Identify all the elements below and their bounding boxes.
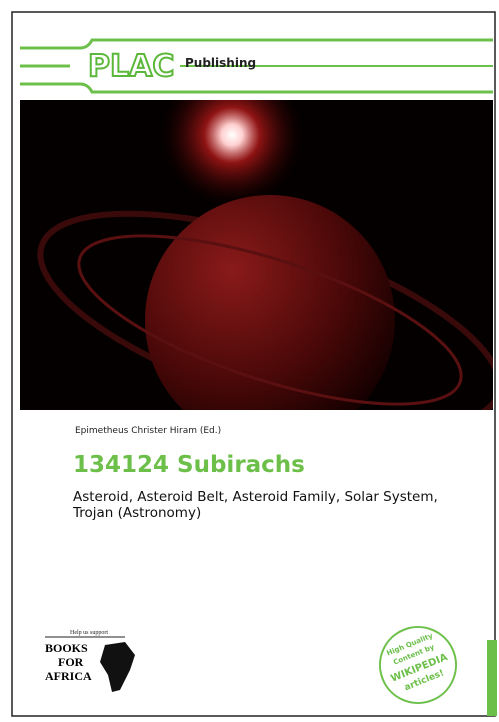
bfa-line: AFRICA — [45, 669, 92, 683]
cover: PLAC Publishing Help us support BOOKS FO… — [0, 0, 499, 722]
publisher-logo: PLAC — [88, 49, 174, 84]
bfa-tagline: Help us support — [70, 630, 108, 636]
publisher-name: Publishing — [185, 56, 256, 70]
bfa-line: BOOKS — [45, 641, 88, 655]
author: Epimetheus Christer Hiram (Ed.) — [75, 426, 221, 436]
page: PLAC Publishing Help us support BOOKS FO… — [0, 0, 499, 722]
bfa-line: FOR — [58, 655, 84, 669]
subtitle: Asteroid, Asteroid Belt, Asteroid Family… — [73, 489, 453, 521]
title: 134124 Subirachs — [73, 452, 305, 478]
green-tab — [487, 640, 497, 716]
cover-image — [17, 65, 499, 470]
